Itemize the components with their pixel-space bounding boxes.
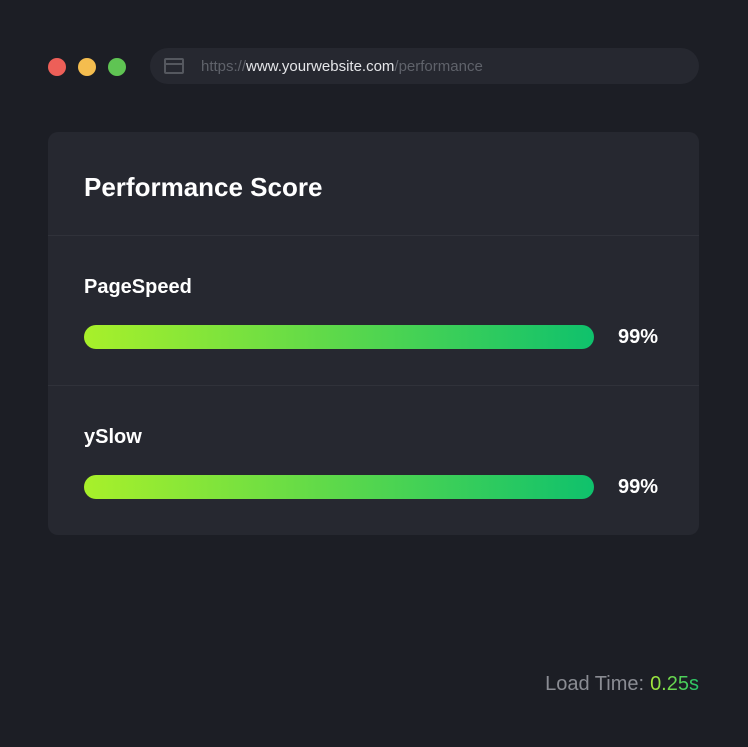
load-time-label: Load Time: — [545, 673, 645, 695]
card-title: Performance Score — [84, 172, 323, 202]
url-path: /performance — [394, 57, 483, 75]
divider — [48, 385, 699, 386]
minimize-window-button[interactable] — [78, 58, 96, 76]
metric-value-pagespeed: 99% — [618, 326, 659, 348]
url-scheme: https:// — [201, 57, 247, 75]
maximize-window-button[interactable] — [108, 58, 126, 76]
metric-label-yslow: ySlow — [84, 426, 142, 448]
url-host: www.yourwebsite.com — [246, 57, 395, 75]
divider — [48, 235, 699, 236]
progress-bar-yslow — [84, 475, 594, 499]
address-bar[interactable]: https://www.yourwebsite.com/performance — [150, 48, 699, 84]
metric-label-pagespeed: PageSpeed — [84, 276, 192, 298]
load-time-value: 0.25s — [650, 673, 699, 695]
performance-card: Performance Score PageSpeed 99% ySlow 99… — [48, 132, 699, 535]
progress-bar-pagespeed — [84, 325, 594, 349]
metric-value-yslow: 99% — [618, 476, 659, 498]
close-window-button[interactable] — [48, 58, 66, 76]
progress-fill — [84, 325, 594, 349]
progress-fill — [84, 475, 594, 499]
load-time: Load Time: 0.25s — [545, 673, 699, 696]
browser-window-icon — [164, 58, 184, 74]
